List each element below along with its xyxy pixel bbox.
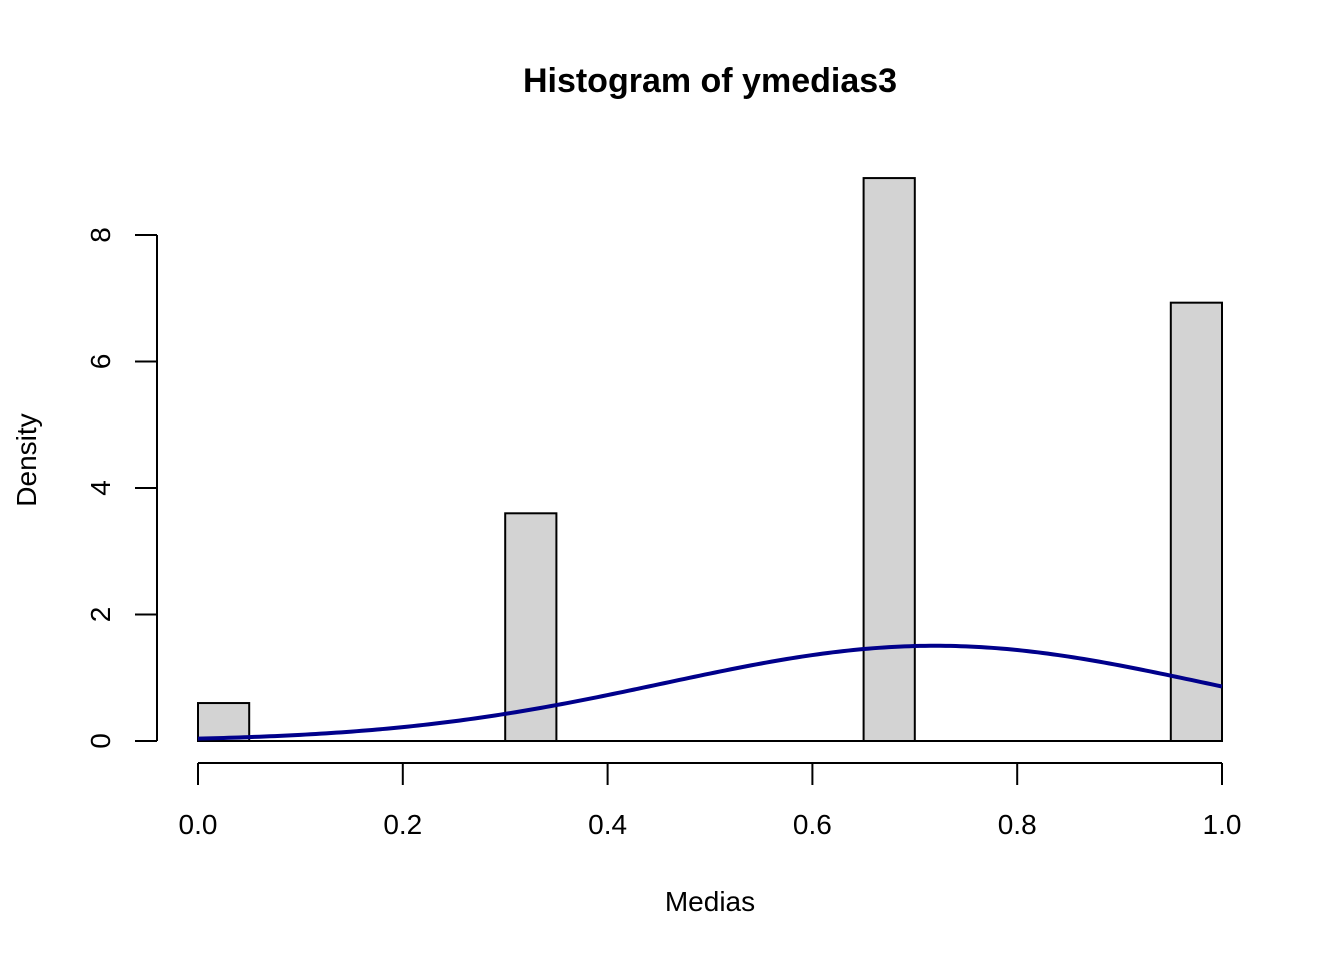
histogram-bars	[197, 177, 1224, 742]
histogram-bar-0	[197, 702, 251, 742]
x-tick-label-3: 0.6	[793, 809, 832, 840]
y-axis-label: Density	[11, 413, 42, 506]
y-tick-label-3: 6	[85, 354, 116, 370]
density-curve	[197, 643, 1223, 741]
y-tick-label-1: 2	[85, 607, 116, 623]
x-tick-label-1: 0.2	[383, 809, 422, 840]
y-tick-label-2: 4	[85, 480, 116, 496]
y-tick-label-4: 8	[85, 227, 116, 243]
histogram-bar-1	[504, 512, 558, 742]
x-tick-label-0: 0.0	[179, 809, 218, 840]
density-curve-layer	[197, 643, 1223, 741]
y-axis: 0 2 4 6 8	[85, 227, 158, 749]
histogram-bar-2	[862, 177, 916, 742]
y-tick-label-0: 0	[85, 733, 116, 749]
x-tick-label-2: 0.4	[588, 809, 627, 840]
x-tick-label-5: 1.0	[1203, 809, 1242, 840]
x-axis: 0.0 0.2 0.4 0.6 0.8 1.0	[179, 762, 1242, 840]
x-tick-label-4: 0.8	[998, 809, 1037, 840]
histogram-bar-3	[1169, 301, 1224, 742]
chart-title: Histogram of ymedias3	[523, 62, 897, 100]
x-axis-label: Medias	[665, 886, 755, 917]
